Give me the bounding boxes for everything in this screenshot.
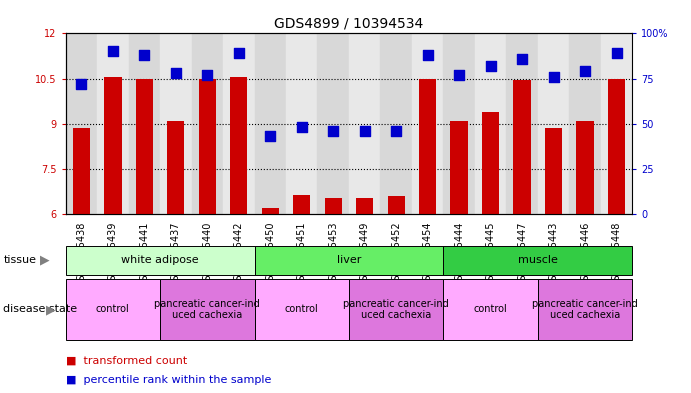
Bar [507, 33, 538, 214]
Bar [513, 80, 531, 214]
Bar [600, 33, 632, 214]
Text: control: control [96, 305, 130, 314]
Bar [254, 33, 286, 214]
Bar [191, 33, 223, 214]
Point [548, 73, 559, 80]
Point [517, 55, 528, 62]
Bar [388, 196, 405, 214]
Point [453, 72, 464, 78]
Bar [451, 121, 468, 214]
Text: ■  transformed count: ■ transformed count [66, 356, 187, 365]
Bar [325, 198, 342, 214]
Bar [349, 279, 444, 340]
Text: pancreatic cancer-ind
uced cachexia: pancreatic cancer-ind uced cachexia [532, 299, 638, 320]
Bar [73, 128, 90, 214]
Text: tissue: tissue [3, 255, 37, 265]
Point [170, 70, 181, 76]
Bar [356, 198, 373, 214]
Text: pancreatic cancer-ind
uced cachexia: pancreatic cancer-ind uced cachexia [154, 299, 261, 320]
Bar [538, 33, 569, 214]
Bar [66, 33, 97, 214]
Point [234, 50, 245, 57]
Bar [104, 77, 122, 214]
Point [422, 52, 433, 58]
Bar [167, 121, 184, 214]
Bar [444, 33, 475, 214]
Text: muscle: muscle [518, 255, 558, 265]
Text: white adipose: white adipose [121, 255, 199, 265]
Text: ▶: ▶ [40, 254, 50, 267]
Bar [569, 33, 600, 214]
Point [296, 124, 307, 130]
Bar [475, 33, 507, 214]
Text: control: control [285, 305, 319, 314]
Text: liver: liver [337, 255, 361, 265]
Point [580, 68, 591, 75]
Bar [608, 79, 625, 214]
Point [611, 50, 622, 57]
Text: ■  percentile rank within the sample: ■ percentile rank within the sample [66, 375, 271, 385]
Text: pancreatic cancer-ind
uced cachexia: pancreatic cancer-ind uced cachexia [343, 299, 449, 320]
Bar [444, 279, 538, 340]
Point [107, 48, 118, 55]
Bar [66, 279, 160, 340]
Point [265, 133, 276, 140]
Point [359, 128, 370, 134]
Bar [349, 33, 381, 214]
Text: disease state: disease state [3, 305, 77, 314]
Bar [538, 279, 632, 340]
Text: control: control [474, 305, 507, 314]
Bar [135, 79, 153, 214]
Bar [262, 208, 279, 214]
Point [485, 63, 496, 69]
Point [328, 128, 339, 134]
Bar [545, 128, 562, 214]
Bar [254, 246, 444, 275]
Bar [412, 33, 444, 214]
Bar [286, 33, 317, 214]
Bar [254, 279, 349, 340]
Point [202, 72, 213, 78]
Point [76, 81, 87, 87]
Bar [230, 77, 247, 214]
Bar [97, 33, 129, 214]
Bar [66, 246, 254, 275]
Bar [198, 79, 216, 214]
Bar [129, 33, 160, 214]
Title: GDS4899 / 10394534: GDS4899 / 10394534 [274, 17, 424, 31]
Bar [419, 79, 436, 214]
Bar [317, 33, 349, 214]
Bar [160, 279, 254, 340]
Point [139, 52, 150, 58]
Bar [160, 33, 191, 214]
Bar [381, 33, 412, 214]
Bar [444, 246, 632, 275]
Bar [576, 121, 594, 214]
Bar [223, 33, 254, 214]
Bar [482, 112, 500, 214]
Point [390, 128, 401, 134]
Bar [293, 195, 310, 214]
Text: ▶: ▶ [46, 303, 56, 316]
